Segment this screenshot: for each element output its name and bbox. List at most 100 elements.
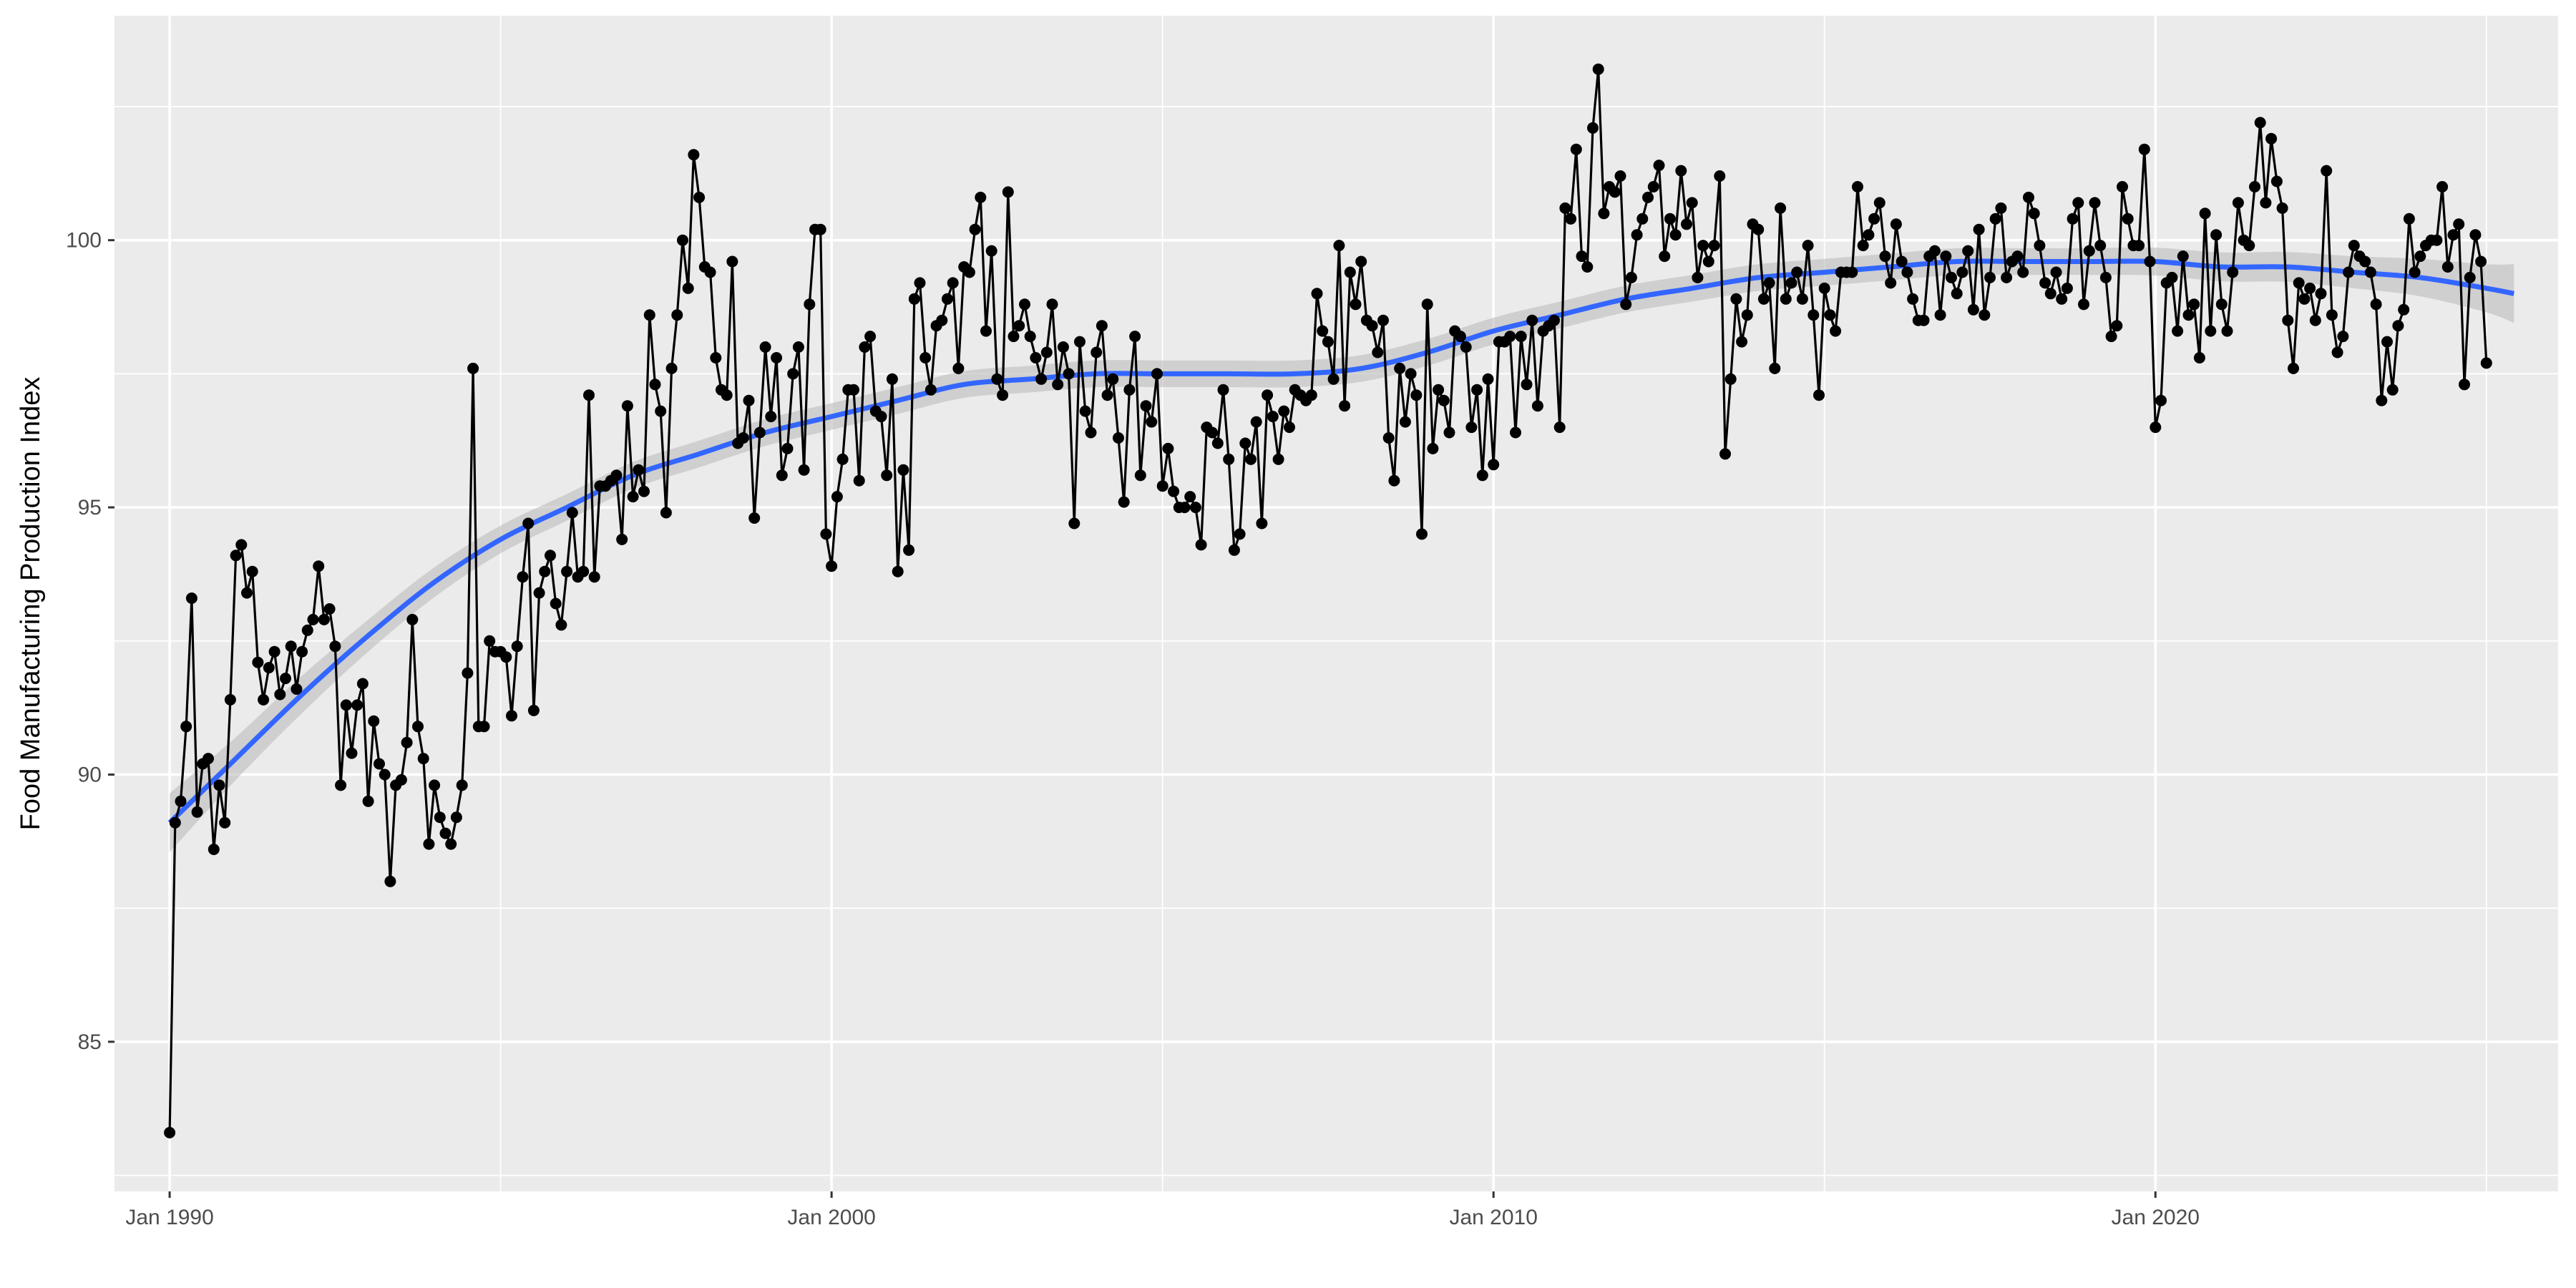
data-point: [511, 640, 523, 653]
data-point: [1471, 384, 1483, 396]
data-point: [1267, 411, 1279, 423]
data-point: [903, 544, 915, 556]
data-point: [1433, 384, 1445, 396]
data-point: [301, 624, 313, 636]
data-point: [1101, 389, 1113, 401]
data-point: [1454, 331, 1466, 343]
data-point: [682, 282, 694, 294]
data-point: [660, 507, 672, 519]
data-point: [908, 293, 920, 305]
data-point: [1951, 288, 1963, 300]
data-point: [748, 512, 761, 524]
data-point: [881, 469, 893, 482]
data-point: [329, 640, 341, 653]
data-point: [1664, 213, 1676, 225]
data-point: [1636, 213, 1649, 225]
data-point: [671, 309, 683, 321]
data-point: [826, 560, 838, 572]
data-point: [2453, 218, 2465, 230]
data-point: [412, 721, 424, 733]
data-point: [566, 507, 578, 519]
data-point: [688, 149, 700, 161]
data-point: [280, 673, 291, 685]
data-point: [1857, 240, 1869, 252]
data-point: [1515, 331, 1527, 343]
data-point: [2441, 261, 2454, 273]
data-point: [2078, 298, 2089, 311]
data-point: [2210, 229, 2223, 241]
data-point: [963, 266, 975, 278]
data-point: [1234, 528, 1246, 540]
data-point: [743, 394, 755, 406]
data-point: [1350, 298, 1362, 311]
data-point: [2447, 229, 2459, 241]
data-point: [246, 565, 258, 577]
data-point: [1873, 197, 1885, 209]
data-point: [1863, 229, 1875, 241]
data-point: [203, 753, 214, 765]
data-point: [356, 678, 369, 690]
data-point: [1405, 368, 1417, 380]
data-point: [1521, 379, 1533, 391]
data-point: [1885, 277, 1897, 289]
data-point: [335, 779, 347, 791]
data-point: [1791, 266, 1803, 278]
data-point: [1438, 394, 1450, 406]
data-point: [1179, 502, 1191, 514]
data-point: [831, 491, 843, 503]
data-point: [1123, 384, 1136, 396]
data-point: [467, 362, 479, 374]
data-point: [588, 571, 600, 583]
y-tick-label: 100: [66, 229, 102, 253]
data-point: [1085, 426, 1097, 439]
data-point: [1317, 325, 1329, 337]
data-point: [478, 721, 490, 733]
data-point: [406, 613, 419, 625]
data-point: [2386, 384, 2399, 396]
data-point: [1377, 314, 1389, 326]
data-point: [627, 491, 639, 503]
data-point: [1907, 293, 1919, 305]
data-point: [1096, 320, 1108, 332]
data-point: [2403, 213, 2415, 225]
data-point: [1195, 539, 1207, 551]
data-point: [522, 517, 535, 530]
data-point: [621, 400, 633, 412]
data-point: [2193, 352, 2205, 364]
data-point: [1675, 165, 1687, 177]
data-point: [897, 464, 909, 476]
data-point: [1736, 336, 1748, 348]
data-point: [1669, 229, 1682, 241]
data-point: [1686, 197, 1698, 209]
data-point: [1107, 373, 1119, 385]
data-point: [1168, 485, 1180, 497]
data-point: [2111, 320, 2123, 332]
data-point: [241, 587, 253, 599]
data-point: [1647, 181, 1659, 192]
data-point: [1824, 309, 1836, 321]
data-point: [2243, 240, 2255, 252]
data-point: [2188, 298, 2200, 311]
data-point: [924, 384, 937, 396]
data-point: [919, 352, 932, 364]
data-point: [500, 651, 512, 663]
x-tick-label: Jan 2020: [2112, 1206, 2200, 1229]
data-point: [462, 667, 474, 679]
data-point: [1355, 255, 1367, 268]
data-point: [1256, 517, 1268, 530]
data-point: [1802, 240, 1814, 252]
data-point: [1620, 298, 1632, 311]
data-point: [781, 442, 794, 454]
data-point: [2364, 266, 2376, 278]
data-point: [2122, 213, 2134, 225]
data-point: [753, 426, 766, 439]
data-point: [2011, 250, 2024, 263]
data-point: [721, 389, 733, 401]
data-point: [545, 550, 556, 562]
data-point: [285, 640, 297, 653]
data-point: [980, 325, 992, 337]
data-point: [1724, 373, 1737, 385]
data-point: [765, 411, 777, 423]
data-point: [2376, 394, 2388, 406]
